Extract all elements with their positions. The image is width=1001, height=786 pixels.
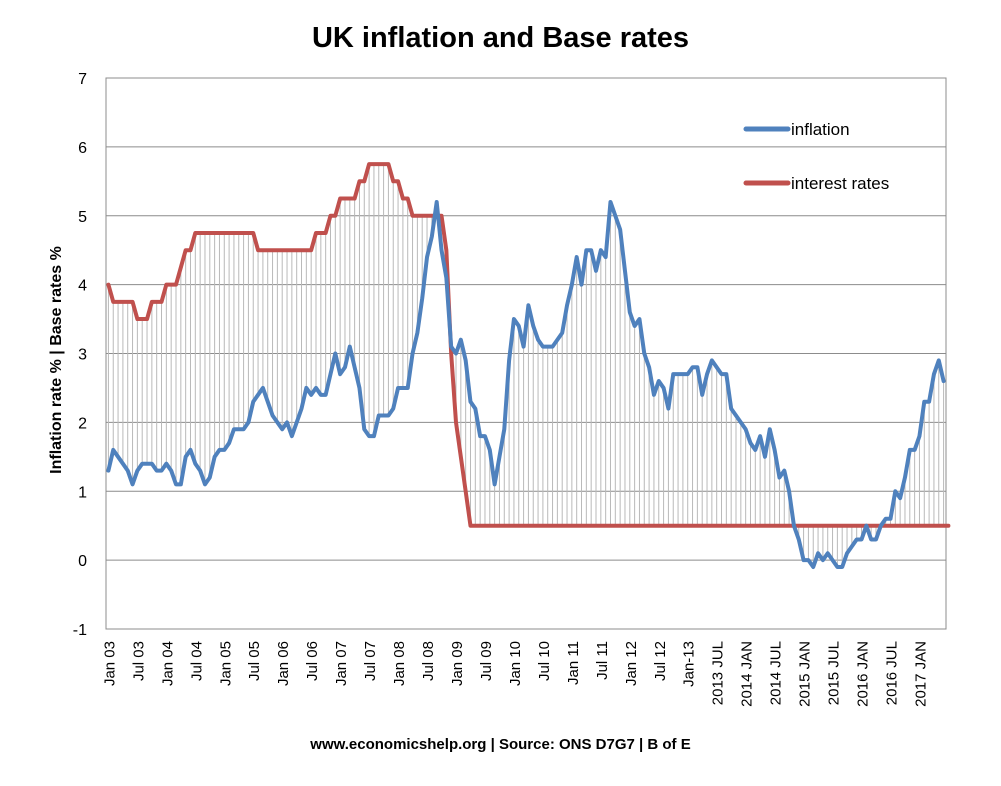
x-tick-label: Jan 07 [333, 641, 350, 686]
y-tick-label: 1 [78, 484, 87, 501]
x-tick-label: Jan 09 [449, 641, 466, 686]
x-tick-label: Jan 10 [507, 641, 524, 686]
x-tick-label: Jan 03 [101, 641, 118, 686]
x-tick-label: Jan 08 [391, 641, 408, 686]
x-tick-label: 2017 JAN [912, 641, 929, 707]
x-tick-label: Jan 12 [623, 641, 640, 686]
x-tick-label: Jul 11 [594, 641, 611, 680]
x-tick-label: Jul 12 [652, 641, 669, 681]
gridlines [106, 146, 946, 561]
x-tick-label: 2016 JUL [883, 641, 900, 705]
x-tick-label: Jul 03 [130, 641, 147, 681]
series-line-interest-rates [106, 162, 951, 528]
y-tick-label: 6 [78, 140, 87, 157]
x-tick-label: Jan 06 [275, 641, 292, 686]
source-note: www.economicshelp.org | Source: ONS D7G7… [310, 736, 691, 753]
y-tick-label: 7 [78, 71, 87, 88]
y-tick-label: 0 [78, 553, 87, 570]
x-tick-labels: Jan 03 Jul 03 Jan 04 Jul 04 Jan 05 Jul 05 Jan … [101, 641, 929, 707]
x-tick-label: Jul 04 [188, 641, 205, 681]
x-tick-label: Jan 04 [159, 641, 176, 686]
x-tick-label: 2015 JAN [797, 641, 814, 707]
y-tick-label: 4 [78, 278, 87, 295]
x-tick-label: Jul 06 [304, 641, 321, 681]
x-tick-label: Jul 08 [420, 641, 437, 681]
x-tick-label: Jan 11 [565, 641, 582, 685]
y-tick-label: 5 [78, 209, 87, 226]
x-tick-label: 2016 JAN [855, 641, 872, 707]
x-tick-label: 2014 JAN [739, 641, 756, 707]
series-line-inflation [106, 199, 946, 570]
x-tick-label: Jan-13 [681, 641, 698, 687]
drop-lines [107, 164, 945, 568]
x-tick-label: Jan 05 [217, 641, 234, 686]
x-tick-label: Jul 10 [536, 641, 553, 681]
y-tick-label: 2 [78, 415, 87, 432]
x-tick-label: 2013 JUL [710, 641, 727, 705]
x-tick-label: 2014 JUL [768, 641, 785, 705]
y-tick-labels: -1 0 1 2 3 4 5 6 7 [73, 71, 87, 639]
x-tick-label: Jul 09 [478, 641, 495, 681]
series-lines [106, 162, 951, 570]
x-tick-label: Jul 05 [246, 641, 263, 681]
y-tick-label: -1 [73, 622, 87, 639]
legend-label: inflation [791, 120, 850, 139]
legend: inflation interest rates [743, 120, 889, 193]
chart-title: UK inflation and Base rates [311, 22, 690, 54]
x-tick-label: Jul 07 [362, 641, 379, 681]
x-tick-label: 2015 JUL [826, 641, 843, 705]
legend-label: interest rates [791, 174, 889, 193]
y-tick-label: 3 [78, 347, 87, 364]
